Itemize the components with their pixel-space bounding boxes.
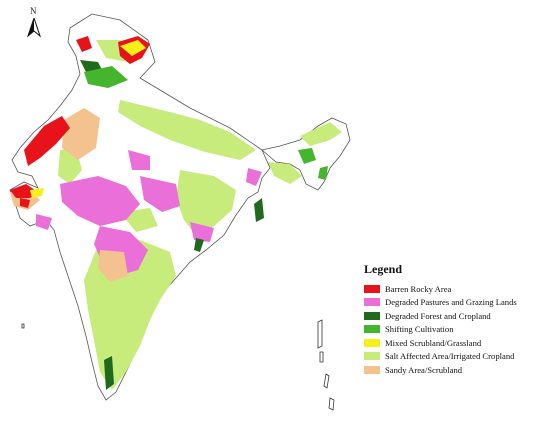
legend-item: Barren Rocky Area <box>364 282 549 296</box>
legend-item: Salt Affected Area/Irrigated Cropland <box>364 350 549 364</box>
legend-item: Sandy Area/Scrubland <box>364 363 549 377</box>
legend-item: Degraded Pastures and Grazing Lands <box>364 296 549 310</box>
legend-swatch <box>364 338 380 347</box>
shifting-cultivation-patches <box>84 66 328 180</box>
degraded-pastures-patches <box>36 150 262 276</box>
legend-swatch <box>364 284 380 293</box>
island-outlines <box>21 319 335 411</box>
legend-item: Mixed Scrubland/Grassland <box>364 336 549 350</box>
legend-title: Legend <box>364 262 403 276</box>
legend-swatch <box>364 311 380 320</box>
legend-label: Degraded Forest and Cropland <box>385 310 491 321</box>
legend-label: Salt Affected Area/Irrigated Cropland <box>385 351 515 362</box>
legend-swatch <box>364 365 380 374</box>
india-outline <box>9 13 271 401</box>
legend-swatch <box>364 352 380 361</box>
north-label: N <box>30 6 37 16</box>
mixed-scrubland-patches <box>30 40 146 198</box>
legend-items: Barren Rocky Area Degraded Pastures and G… <box>364 282 549 377</box>
legend-label: Mixed Scrubland/Grassland <box>385 337 482 348</box>
legend-item: Degraded Forest and Cropland <box>364 309 549 323</box>
north-arrow: N <box>22 6 46 40</box>
legend-label: Shifting Cultivation <box>385 324 454 335</box>
legend-label: Degraded Pastures and Grazing Lands <box>385 297 517 308</box>
legend-label: Sandy Area/Scrubland <box>385 364 463 375</box>
sandy-area-patches <box>10 108 128 282</box>
north-arrow-icon <box>27 18 41 38</box>
legend-item: Shifting Cultivation <box>364 323 549 337</box>
map-legend: Legend Barren Rocky Area Degraded Pasture… <box>364 262 549 377</box>
legend-swatch <box>364 325 380 334</box>
legend-label: Barren Rocky Area <box>385 283 452 294</box>
legend-swatch <box>364 298 380 307</box>
